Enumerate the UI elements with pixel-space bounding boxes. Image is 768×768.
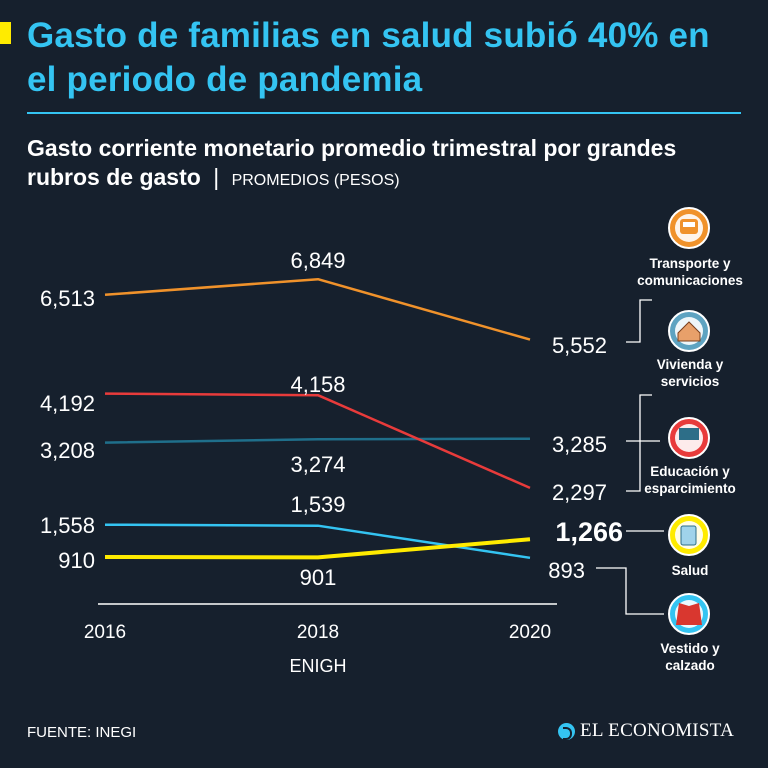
headline: Gasto de familias en salud subió 40% en … [27,16,710,99]
subtitle-separator: | [213,164,220,190]
legend-connector-house [626,394,652,492]
legend-label-line: Transporte y [649,256,731,271]
legend-label-line: Vivienda y [657,357,724,372]
legend-label-line: comunicaciones [637,273,743,288]
header-rule [27,112,741,114]
x-axis-title: ENIGH [289,656,346,676]
legend-connector-train [626,299,652,343]
data-label-house-2018: 4,158 [290,372,345,397]
brand-logo: EL ECONOMISTA [558,720,734,742]
data-label-train-2016: 6,513 [40,286,95,311]
data-label-classroom-2018: 3,274 [290,452,345,477]
legend-label-line: Salud [672,563,709,578]
data-label-clothes-2020: 893 [548,558,585,583]
data-label-classroom-2020: 3,285 [552,432,607,457]
legend-label-house: Vivienda y servicios [657,357,724,389]
legend-label-clipboard: Salud [672,563,709,578]
data-label-classroom-2016: 3,208 [40,438,95,463]
legend-label-line: calzado [665,658,715,673]
series-line-clipboard [104,537,531,560]
x-tick-label-2016: 2016 [84,622,126,643]
train-window-shape [683,222,695,227]
source-note: FUENTE: INEGI [27,724,137,741]
series-line-train [104,277,531,341]
legend-label-line: Vestido y [660,641,720,656]
legend-connector-clothes [596,567,664,615]
clipboard-shape [680,525,697,546]
data-label-house-2020: 2,297 [552,480,607,505]
legend-label-line: servicios [661,374,720,389]
brand-mark-icon [558,722,575,740]
series-line-classroom [104,437,531,444]
data-label-clipboard-2020: 1,266 [555,517,623,547]
data-label-house-2016: 4,192 [40,391,95,416]
chart-subtitle: Gasto corriente monetario promedio trime… [27,134,737,195]
x-tick-label-2018: 2018 [297,622,339,643]
accent-bar [0,22,11,44]
board-shape [679,428,699,440]
clothes-shape [676,603,702,625]
legend-label-line: esparcimiento [644,481,736,496]
house-shape [677,321,701,342]
data-label-train-2018: 6,849 [290,248,345,273]
legend-label-train: Transporte y comunicaciones [637,256,743,288]
data-label-clipboard-2018: 901 [300,565,337,590]
subtitle-main: Gasto corriente monetario promedio trime… [27,135,677,190]
x-tick-label-2020: 2020 [509,622,551,643]
series-line-clothes [104,523,531,560]
legend-label-line: Educación y [650,464,730,479]
data-label-clipboard-2016: 910 [58,548,95,573]
brand-name: EL ECONOMISTA [580,720,735,741]
legend-label-classroom: Educación y esparcimiento [644,464,736,496]
data-label-clothes-2016: 1,558 [40,513,95,538]
subtitle-unit: PROMEDIOS (PESOS) [231,172,400,189]
series-line-house [104,392,531,490]
data-label-clothes-2018: 1,539 [290,492,345,517]
data-label-train-2020: 5,552 [552,333,607,358]
legend-label-clothes: Vestido y calzado [660,641,720,673]
